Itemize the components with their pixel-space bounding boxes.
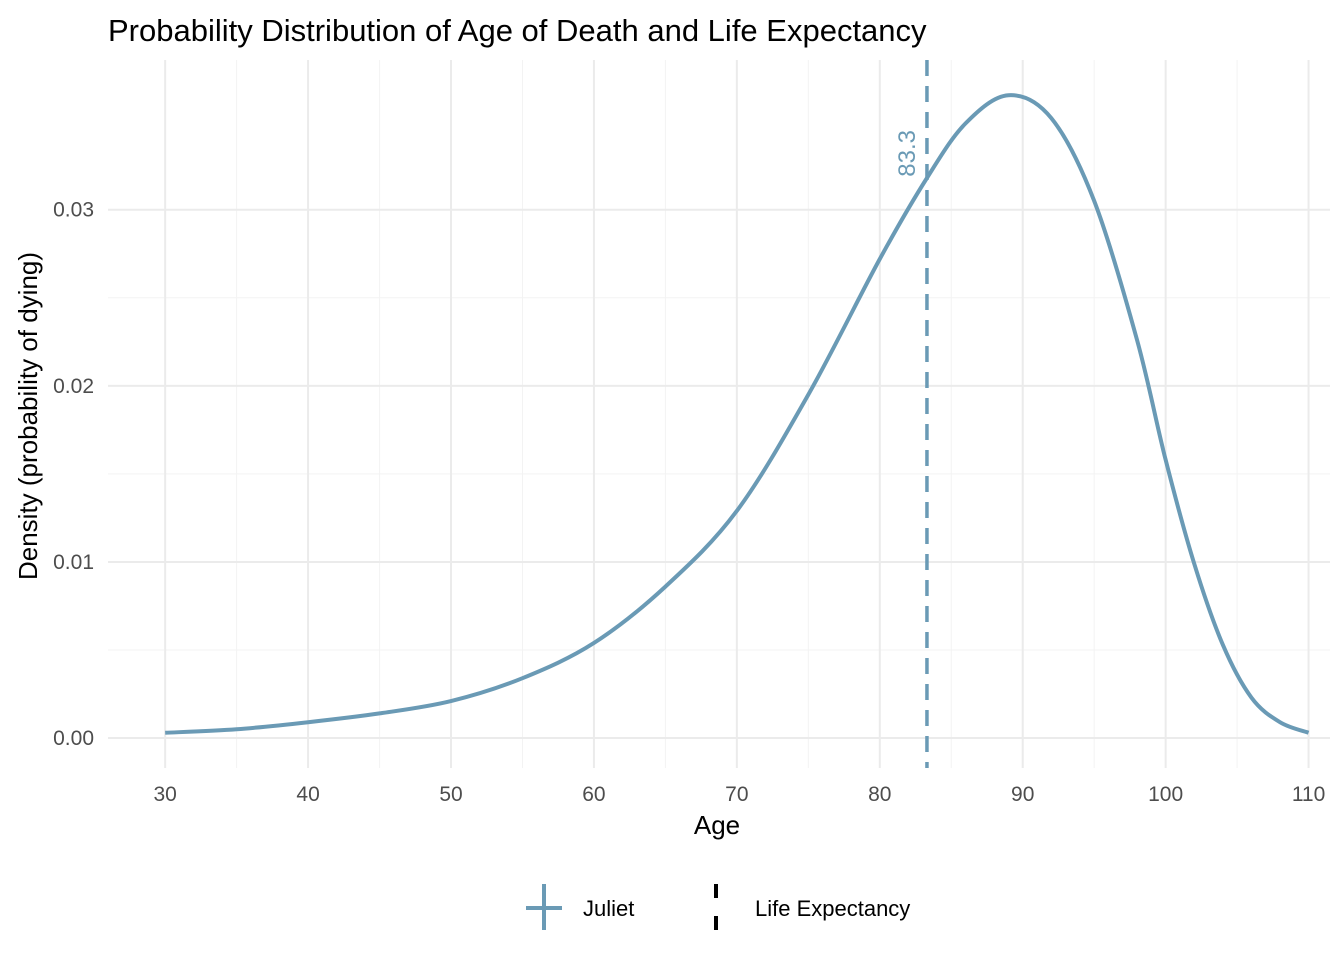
legend-item-juliet: Juliet	[526, 884, 634, 930]
chart-title: Probability Distribution of Age of Death…	[108, 13, 927, 48]
legend: Juliet Life Expectancy	[526, 884, 910, 930]
y-tick-label: 0.00	[53, 727, 94, 750]
x-tick-label: 100	[1148, 783, 1183, 806]
y-tick-label: 0.03	[53, 199, 94, 222]
y-axis-label: Density (probability of dying)	[13, 252, 43, 580]
life-expectancy-label: 83.3	[894, 130, 921, 177]
x-axis-label: Age	[694, 810, 740, 840]
y-axis-ticks: 0.00 0.01 0.02 0.03	[53, 199, 94, 750]
x-axis-ticks: 30 40 50 60 70 80 90 100 110	[153, 783, 1325, 806]
x-tick-label: 80	[868, 783, 891, 806]
legend-item-life-expectancy: Life Expectancy	[714, 884, 910, 930]
grid	[108, 60, 1330, 768]
series-line-juliet	[165, 93, 1310, 735]
x-tick-label: 90	[1011, 783, 1034, 806]
x-tick-label: 70	[725, 783, 748, 806]
y-tick-label: 0.01	[53, 551, 94, 574]
legend-label-life-expectancy: Life Expectancy	[755, 896, 910, 921]
x-tick-label: 110	[1292, 783, 1325, 806]
x-tick-label: 50	[439, 783, 462, 806]
y-tick-label: 0.02	[53, 375, 94, 398]
x-tick-label: 30	[153, 783, 176, 806]
legend-label-juliet: Juliet	[583, 896, 634, 921]
x-tick-label: 40	[296, 783, 319, 806]
x-tick-label: 60	[582, 783, 605, 806]
